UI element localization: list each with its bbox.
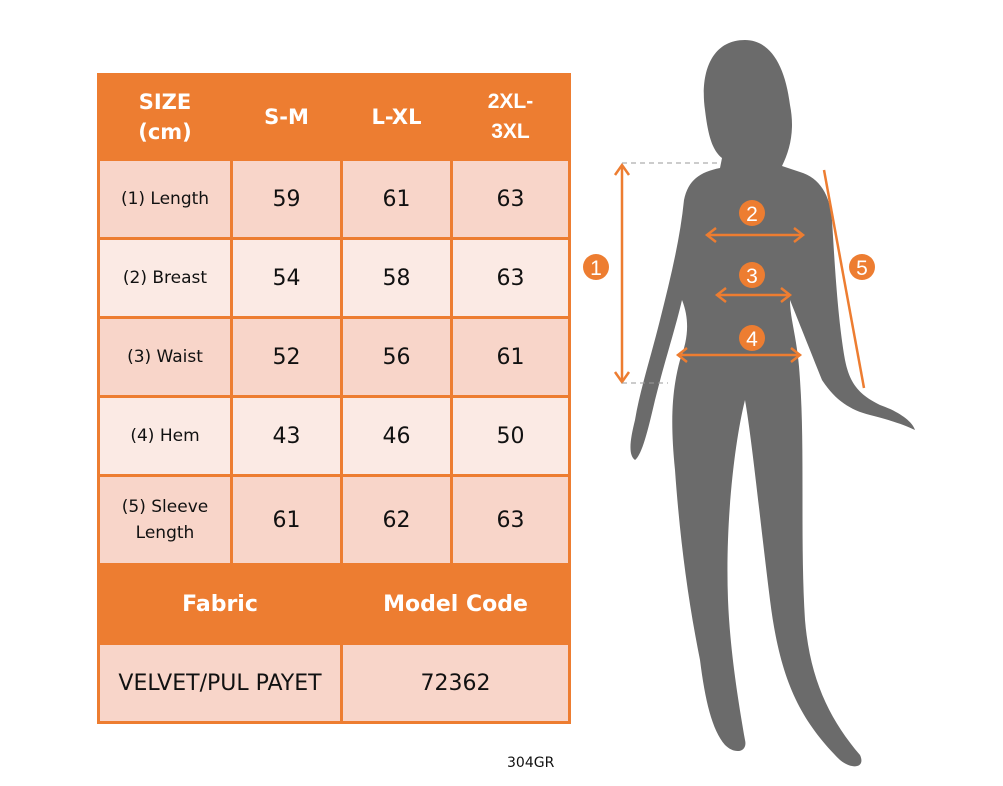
guide-lines [622, 162, 720, 384]
header-s-m: S-M [230, 73, 343, 161]
fabric-header: Fabric [97, 563, 343, 645]
table-row: (5) Sleeve Length 61 62 63 [97, 474, 571, 566]
header-size: SIZE (cm) [97, 73, 233, 161]
cell: 61 [230, 474, 343, 566]
marker-1: 1 [590, 257, 602, 280]
header-2xl-3xl: 2XL-3XL [450, 73, 571, 161]
body-measurement-figure: 1 2 3 4 5 [583, 40, 915, 767]
cell: 50 [450, 395, 571, 477]
row-label: (1) Length [97, 158, 233, 240]
row-label: (2) Breast [97, 237, 233, 319]
cell: 63 [450, 474, 571, 566]
cell: 56 [340, 316, 453, 398]
label-text: (5) Sleeve [121, 497, 209, 517]
cell: 62 [340, 474, 453, 566]
cell: 63 [450, 237, 571, 319]
size-chart-table: SIZE (cm) S-M L-XL 2XL-3XL (1) Length 59 … [97, 73, 571, 724]
product-code: 304GR [507, 755, 555, 771]
row-label: (4) Hem [97, 395, 233, 477]
footer-value-row: VELVET/PUL PAYET 72362 [97, 642, 571, 724]
woman-silhouette [630, 40, 915, 767]
marker-5: 5 [856, 257, 868, 280]
row-label: (5) Sleeve Length [97, 474, 233, 566]
measurement-arrows [613, 162, 866, 389]
cell: 54 [230, 237, 343, 319]
footer-header-row: Fabric Model Code [97, 563, 571, 645]
fabric-value: VELVET/PUL PAYET [97, 642, 343, 724]
cell: 58 [340, 237, 453, 319]
table-row: (3) Waist 52 56 61 [97, 316, 571, 398]
model-code-value: 72362 [340, 642, 571, 724]
table-row: (4) Hem 43 46 50 [97, 395, 571, 477]
header-text: (cm) [138, 120, 192, 144]
header-text: 2XL-3XL [487, 90, 534, 143]
table-row: (1) Length 59 61 63 [97, 158, 571, 240]
measurement-markers: 1 2 3 4 5 [583, 200, 875, 351]
table-row: (2) Breast 54 58 63 [97, 237, 571, 319]
marker-4: 4 [746, 328, 758, 351]
marker-3: 3 [746, 265, 758, 288]
cell: 59 [230, 158, 343, 240]
cell: 61 [450, 316, 571, 398]
cell: 43 [230, 395, 343, 477]
model-code-header: Model Code [340, 563, 571, 645]
marker-2: 2 [746, 203, 758, 226]
cell: 63 [450, 158, 571, 240]
cell: 61 [340, 158, 453, 240]
cell: 52 [230, 316, 343, 398]
row-label: (3) Waist [97, 316, 233, 398]
label-text: Length [135, 523, 195, 543]
header-text: SIZE [138, 90, 192, 114]
cell: 46 [340, 395, 453, 477]
header-l-xl: L-XL [340, 73, 453, 161]
header-row: SIZE (cm) S-M L-XL 2XL-3XL [97, 73, 571, 161]
